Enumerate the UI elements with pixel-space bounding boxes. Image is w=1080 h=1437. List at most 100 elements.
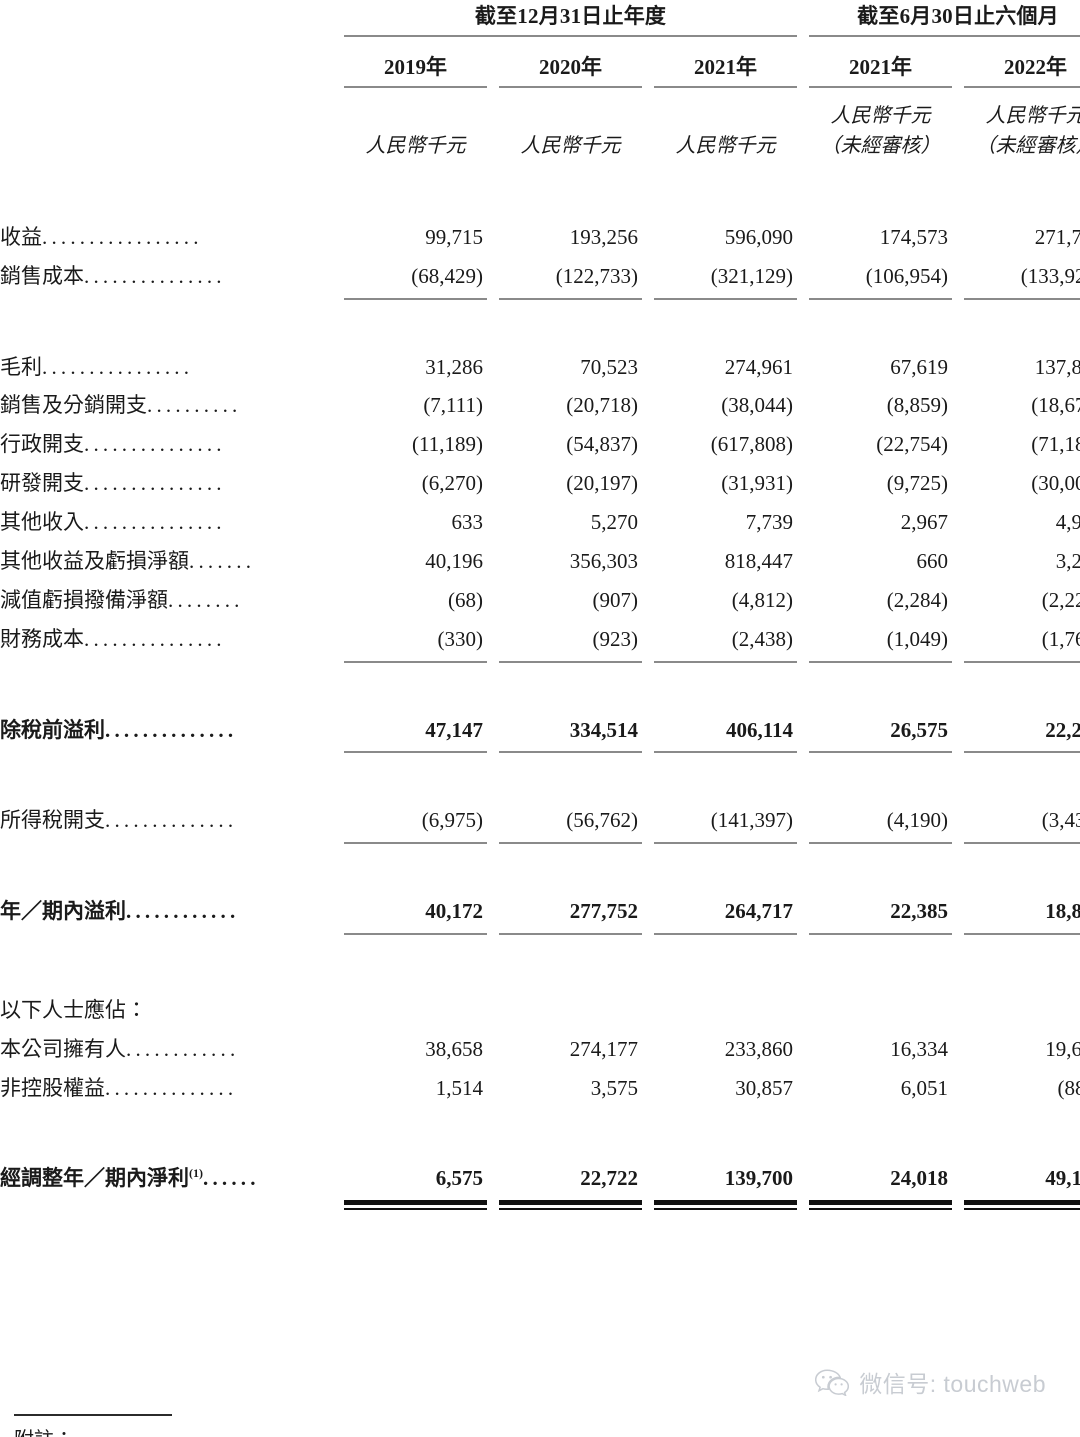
row-value: 40,172 <box>425 899 483 924</box>
rule-under-col-1 <box>344 835 487 845</box>
row-value: (56,762) <box>566 808 638 833</box>
row-value: (20,197) <box>566 471 638 496</box>
row-value: 633 <box>451 510 484 535</box>
row-value: 274,961 <box>724 354 794 379</box>
row-value: 70,523 <box>580 354 638 379</box>
row-value: (3,433) <box>1041 808 1080 833</box>
row-value: (141,397) <box>710 808 794 833</box>
header-year-2021-annual: 2021年 <box>694 55 758 79</box>
total-double-rule-row <box>0 1193 1080 1210</box>
leader-dots: ............... <box>84 626 226 651</box>
row-value: 24,018 <box>890 1165 949 1190</box>
row-value: 40,196 <box>425 548 483 573</box>
table-row: 銷售及分銷開支.......... (7,111) (20,718) (38,0… <box>0 381 1080 420</box>
row-value: 277,752 <box>569 899 638 924</box>
row-value: (1,049) <box>886 626 949 651</box>
row-value: 271,782 <box>1034 224 1080 249</box>
row-value: (4,190) <box>886 808 949 833</box>
row-value: 818,447 <box>724 548 794 573</box>
row-value: 193,256 <box>569 224 638 249</box>
row-value: 49,161 <box>1045 1165 1080 1190</box>
row-value: (54,837) <box>566 432 638 457</box>
rule-under-col-3 <box>654 926 798 936</box>
rule-under-col-1 <box>344 744 487 754</box>
rule-under-col-5 <box>964 744 1080 754</box>
row-value: (106,954) <box>865 263 949 288</box>
unit-line1: 人民幣千元 <box>520 135 621 158</box>
row-value: (122,733) <box>555 263 638 288</box>
row-value: (4,812) <box>731 587 794 612</box>
row-value: (2,225) <box>1041 587 1080 612</box>
leader-dots: .............. <box>105 808 238 833</box>
header-group-interim: 截至6月30日止六個月 <box>857 4 1059 28</box>
row-value: (133,921) <box>1020 263 1080 288</box>
header-spacer <box>0 0 332 35</box>
header-unit-5: 人民幣千元 （未經審核） <box>964 87 1080 162</box>
row-value: 4,970 <box>1055 510 1080 535</box>
rule-under-col-5 <box>964 291 1080 300</box>
row-label: 所得稅開支.............. <box>0 808 238 833</box>
table-row: 行政開支............... (11,189) (54,837) (6… <box>0 420 1080 459</box>
row-label: 研發開支............... <box>0 471 226 496</box>
rule-under-col-3 <box>654 744 798 754</box>
double-rule-col-3 <box>654 1193 798 1210</box>
row-label: 毛利................ <box>0 354 194 379</box>
leader-dots: .............. <box>105 1075 238 1100</box>
unit-line1: 人民幣千元 <box>830 105 931 127</box>
row-value: 233,860 <box>724 1037 794 1062</box>
header-year-2019: 2019年 <box>384 55 447 79</box>
row-value: 264,717 <box>724 899 794 924</box>
watermark: 微信号: touchweb <box>815 1365 1046 1399</box>
header-year-2020: 2020年 <box>539 55 602 79</box>
header-year-2021-interim: 2021年 <box>849 55 913 79</box>
row-value: (2,284) <box>886 587 949 612</box>
subtotal-rule-row <box>0 744 1080 754</box>
row-value: 6,575 <box>435 1165 483 1190</box>
row-value: (1,768) <box>1041 626 1080 651</box>
row-label: 財務成本............... <box>0 626 226 651</box>
row-label: 銷售成本............... <box>0 263 226 288</box>
unit-line2: （未經審核） <box>975 135 1080 158</box>
row-value: (38,044) <box>721 393 794 418</box>
unit-line1: 人民幣千元 <box>675 135 776 158</box>
row-value: 31,286 <box>425 354 483 379</box>
row-value: 6,051 <box>900 1075 949 1100</box>
row-value: (18,675) <box>1031 393 1080 418</box>
row-value: (68) <box>448 587 483 612</box>
table-section-header: 以下人士應佔： <box>0 935 1080 1025</box>
row-value: 5,270 <box>590 510 638 535</box>
leader-dots: ....... <box>189 548 256 573</box>
table-row: 毛利................ 31,286 70,523 274,961… <box>0 300 1080 382</box>
unit-line2: （未經審核） <box>820 135 941 158</box>
double-rule-col-1 <box>344 1193 487 1210</box>
row-value: 22,385 <box>890 899 949 924</box>
table-row: 其他收入............... 633 5,270 7,739 2,96… <box>0 498 1080 537</box>
header-unit-2: 人民幣千元 <box>499 87 642 162</box>
row-value: (7,111) <box>423 393 483 418</box>
table-row: 減值虧損撥備淨額........ (68) (907) (4,812) (2,2… <box>0 576 1080 615</box>
leader-dots: ............... <box>84 263 226 288</box>
rule-under-col-5 <box>964 926 1080 936</box>
leader-dots: ...... <box>203 1165 260 1190</box>
rule-under-col-3 <box>654 291 798 300</box>
rule-under-col-4 <box>809 744 953 754</box>
leader-dots: ............... <box>84 432 226 457</box>
double-rule-col-5 <box>964 1193 1080 1210</box>
row-value: (8,859) <box>886 393 949 418</box>
row-value: (617,808) <box>710 432 794 457</box>
row-value: 30,857 <box>735 1075 794 1100</box>
financial-table: 截至12月31日止年度 截至6月30日止六個月 2019年 2020年 2021… <box>0 0 1080 1210</box>
leader-dots: .............. <box>105 717 238 742</box>
table-row: 銷售成本............... (68,429) (122,733) (… <box>0 252 1080 291</box>
row-label: 除稅前溢利.............. <box>0 717 238 742</box>
row-label: 其他收益及虧損淨額....... <box>0 548 256 573</box>
row-value: 174,573 <box>879 224 949 249</box>
row-label: 銷售及分銷開支.......... <box>0 393 242 418</box>
header-year-2022-interim: 2022年 <box>1004 55 1068 79</box>
row-label: 經調整年／期內淨利(1)...... <box>0 1165 260 1190</box>
row-label: 年／期內溢利............ <box>0 899 240 924</box>
footnote-marker: (1) <box>189 1165 203 1180</box>
rule-under-col-2 <box>499 291 642 300</box>
table-row-subtotal: 年／期內溢利............ 40,172 277,752 264,71… <box>0 844 1080 926</box>
row-value: (888) <box>1057 1075 1080 1100</box>
